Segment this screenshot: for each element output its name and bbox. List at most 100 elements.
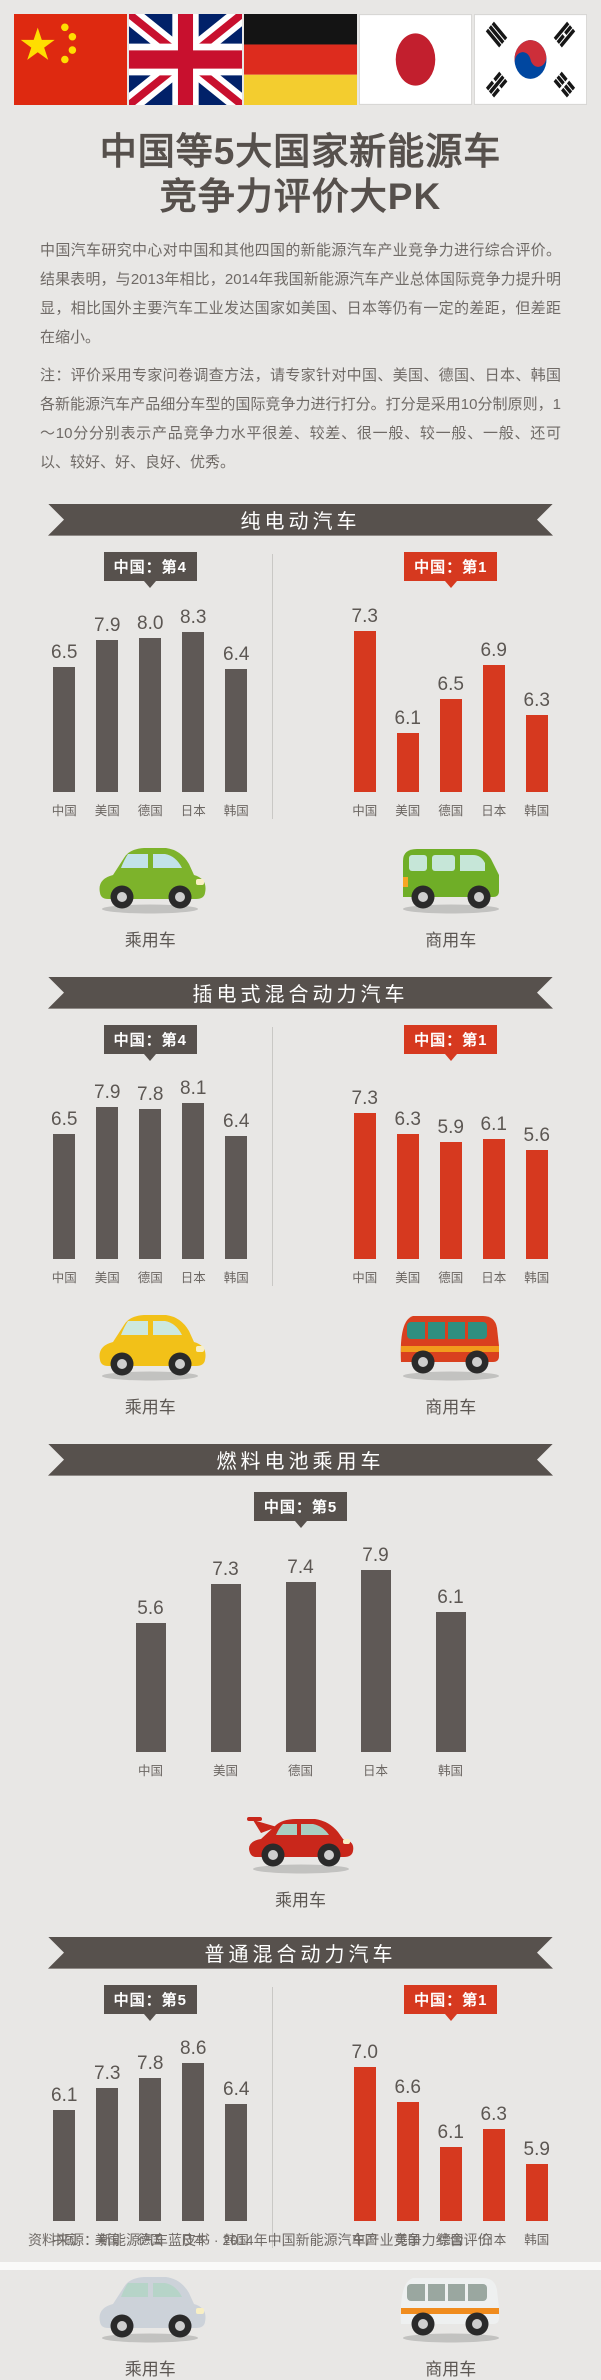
bar-rect bbox=[53, 667, 75, 792]
category-labels-row: 中国美国德国日本韩国 bbox=[343, 800, 558, 819]
rank-badge-label: 中国：第5 bbox=[254, 1492, 347, 1521]
category-label: 美国 bbox=[386, 1267, 429, 1286]
bar-rect bbox=[96, 2088, 118, 2221]
bar-column-韩国: 6.4 bbox=[215, 1111, 258, 1259]
bar-value-label: 7.9 bbox=[94, 615, 120, 637]
bar-rect bbox=[397, 733, 419, 792]
bar-rect bbox=[526, 1150, 548, 1259]
vehicle-block: 商用车 bbox=[301, 1304, 601, 1418]
bar-rect bbox=[53, 1134, 75, 1259]
bar-column-德国: 7.4 bbox=[263, 1557, 338, 1752]
vehicle-block: 乘用车 bbox=[0, 1797, 601, 1911]
red-minibus-icon bbox=[389, 1304, 513, 1389]
bar-value-label: 8.3 bbox=[180, 607, 206, 629]
bar-rect bbox=[397, 2102, 419, 2221]
charts-divider bbox=[272, 554, 273, 819]
bar-column-德国: 7.8 bbox=[129, 1084, 172, 1259]
note-paragraph: 注：评价采用专家问卷调查方法，请专家针对中国、美国、德国、日本、韩国各新能源汽车… bbox=[40, 362, 561, 477]
section-ribbon: 纯电动汽车 bbox=[48, 504, 553, 536]
bar-value-label: 6.1 bbox=[395, 708, 421, 730]
category-label: 韩国 bbox=[215, 1267, 258, 1286]
bar-rect bbox=[440, 2147, 462, 2221]
green-car-icon bbox=[88, 837, 212, 922]
bar-value-label: 5.6 bbox=[524, 1125, 550, 1147]
category-label: 日本 bbox=[172, 1267, 215, 1286]
bar-rect bbox=[225, 2104, 247, 2221]
bar-rect bbox=[139, 1109, 161, 1259]
bar-rect bbox=[526, 2164, 548, 2221]
section-ribbon: 插电式混合动力汽车 bbox=[48, 977, 553, 1009]
bar-rect bbox=[397, 1134, 419, 1259]
vehicle-block: 乘用车 bbox=[0, 2266, 301, 2380]
bar-rect bbox=[182, 2063, 204, 2221]
bar-value-label: 6.3 bbox=[395, 1109, 421, 1131]
rank-badge: 中国：第5 bbox=[254, 1492, 347, 1526]
green-van-icon bbox=[389, 837, 513, 922]
bar-column-中国: 6.1 bbox=[43, 2085, 86, 2221]
bar-rect bbox=[526, 715, 548, 792]
bar-rect bbox=[483, 665, 505, 792]
bar-column-德国: 5.9 bbox=[429, 1117, 472, 1259]
bar-rect bbox=[286, 1582, 316, 1752]
badge-pointer-icon bbox=[144, 581, 156, 588]
rank-badge: 中国：第1 bbox=[404, 1985, 497, 2019]
bar-rect bbox=[139, 638, 161, 792]
bar-rect bbox=[440, 1142, 462, 1259]
page-title: 中国等5大国家新能源车 竞争力评价大PK bbox=[0, 129, 601, 219]
china-flag-icon bbox=[14, 14, 127, 105]
vehicle-block: 乘用车 bbox=[0, 1304, 301, 1418]
section-ribbon: 燃料电池乘用车 bbox=[48, 1444, 553, 1476]
bar-value-label: 7.0 bbox=[352, 2042, 378, 2064]
vehicle-label: 乘用车 bbox=[125, 926, 176, 951]
bar-value-label: 8.1 bbox=[180, 1078, 206, 1100]
bar-column-韩国: 6.1 bbox=[413, 1587, 488, 1752]
category-label: 美国 bbox=[86, 1267, 129, 1286]
bar-value-label: 6.3 bbox=[481, 2104, 507, 2126]
bar-rect bbox=[483, 1139, 505, 1259]
bar-value-label: 7.8 bbox=[137, 1084, 163, 1106]
bar-column-美国: 6.1 bbox=[386, 708, 429, 792]
category-label: 中国 bbox=[43, 800, 86, 819]
category-label: 德国 bbox=[429, 1267, 472, 1286]
badge-pointer-icon bbox=[445, 581, 457, 588]
bar-rect bbox=[96, 1107, 118, 1259]
bar-rect bbox=[354, 1113, 376, 1259]
rank-badge-label: 中国：第5 bbox=[104, 1985, 197, 2014]
bar-rect bbox=[225, 669, 247, 792]
rank-badge: 中国：第4 bbox=[104, 552, 197, 586]
category-label: 德国 bbox=[129, 1267, 172, 1286]
section-title: 插电式混合动力汽车 bbox=[193, 978, 409, 1007]
bar-value-label: 5.9 bbox=[438, 1117, 464, 1139]
vehicle-label: 商用车 bbox=[425, 2355, 476, 2380]
bar-column-美国: 7.9 bbox=[86, 1082, 129, 1259]
bar-column-日本: 6.1 bbox=[472, 1114, 515, 1259]
category-label: 韩国 bbox=[515, 2229, 558, 2248]
bar-rect bbox=[53, 2110, 75, 2221]
source-text: 资料来源：新能源汽车蓝皮书 · 2014年中国新能源汽车产业竞争力综合评价 bbox=[28, 2230, 492, 2250]
bar-value-label: 5.9 bbox=[524, 2139, 550, 2161]
bar-column-中国: 7.0 bbox=[343, 2042, 386, 2221]
category-label: 德国 bbox=[129, 800, 172, 819]
bar-value-label: 6.9 bbox=[481, 640, 507, 662]
bar-column-德国: 6.1 bbox=[429, 2122, 472, 2221]
bar-value-label: 6.1 bbox=[437, 1587, 463, 1609]
vehicles-row: 乘用车商用车 bbox=[0, 2266, 601, 2380]
bar-value-label: 6.1 bbox=[51, 2085, 77, 2107]
bar-column-韩国: 5.6 bbox=[515, 1125, 558, 1259]
bar-column-美国: 6.6 bbox=[386, 2077, 429, 2221]
south-korea-flag-icon bbox=[474, 14, 587, 105]
category-label: 中国 bbox=[343, 1267, 386, 1286]
bar-column-德国: 7.8 bbox=[129, 2053, 172, 2221]
category-label: 韩国 bbox=[515, 800, 558, 819]
bar-column-美国: 6.3 bbox=[386, 1109, 429, 1259]
